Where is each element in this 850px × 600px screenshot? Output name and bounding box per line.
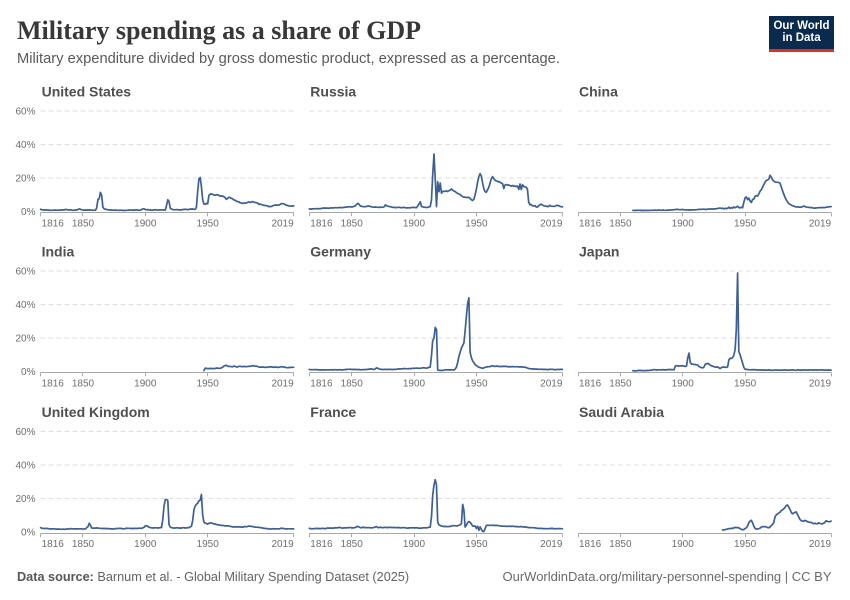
- svg-text:China: China: [579, 84, 618, 100]
- svg-text:1950: 1950: [197, 539, 220, 550]
- svg-text:France: France: [310, 404, 356, 420]
- svg-text:1900: 1900: [672, 379, 695, 390]
- svg-text:1900: 1900: [134, 219, 157, 230]
- svg-text:1850: 1850: [341, 379, 364, 390]
- svg-text:1900: 1900: [134, 539, 157, 550]
- svg-text:2019: 2019: [809, 539, 832, 550]
- svg-text:2019: 2019: [540, 219, 563, 230]
- svg-text:1850: 1850: [72, 539, 95, 550]
- svg-text:Saudi Arabia: Saudi Arabia: [579, 404, 664, 420]
- svg-text:1900: 1900: [403, 539, 426, 550]
- svg-text:0%: 0%: [21, 207, 36, 218]
- svg-text:1816: 1816: [579, 219, 602, 230]
- svg-text:1850: 1850: [72, 219, 95, 230]
- svg-text:United States: United States: [42, 84, 132, 100]
- svg-text:1816: 1816: [42, 219, 65, 230]
- svg-text:1900: 1900: [672, 219, 695, 230]
- svg-text:2019: 2019: [540, 539, 563, 550]
- svg-text:Russia: Russia: [310, 84, 356, 100]
- svg-text:40%: 40%: [15, 140, 35, 151]
- svg-text:1816: 1816: [310, 379, 333, 390]
- svg-text:1950: 1950: [734, 539, 757, 550]
- svg-text:1816: 1816: [310, 539, 333, 550]
- svg-text:1950: 1950: [734, 379, 757, 390]
- svg-text:60%: 60%: [15, 427, 35, 438]
- svg-text:2019: 2019: [809, 219, 832, 230]
- svg-text:1850: 1850: [341, 539, 364, 550]
- svg-text:1950: 1950: [197, 379, 220, 390]
- svg-text:60%: 60%: [15, 107, 35, 118]
- svg-text:60%: 60%: [15, 267, 35, 278]
- svg-text:2019: 2019: [271, 379, 294, 390]
- svg-text:0%: 0%: [21, 528, 36, 539]
- svg-text:1816: 1816: [42, 379, 65, 390]
- svg-text:1950: 1950: [465, 379, 488, 390]
- svg-text:2019: 2019: [809, 379, 832, 390]
- svg-text:1950: 1950: [465, 219, 488, 230]
- svg-text:2019: 2019: [540, 379, 563, 390]
- svg-text:1950: 1950: [465, 539, 488, 550]
- svg-text:2019: 2019: [271, 539, 294, 550]
- svg-text:1850: 1850: [72, 379, 95, 390]
- svg-text:1900: 1900: [672, 539, 695, 550]
- svg-text:20%: 20%: [15, 494, 35, 505]
- svg-text:40%: 40%: [15, 300, 35, 311]
- svg-text:1900: 1900: [134, 379, 157, 390]
- svg-text:1850: 1850: [341, 219, 364, 230]
- svg-text:1816: 1816: [42, 539, 65, 550]
- svg-text:1816: 1816: [310, 219, 333, 230]
- svg-text:India: India: [42, 244, 75, 260]
- svg-text:1850: 1850: [609, 219, 632, 230]
- svg-text:1850: 1850: [609, 539, 632, 550]
- svg-text:0%: 0%: [21, 367, 36, 378]
- svg-text:1816: 1816: [579, 539, 602, 550]
- svg-text:1816: 1816: [579, 379, 602, 390]
- svg-text:1950: 1950: [197, 219, 220, 230]
- svg-text:2019: 2019: [271, 219, 294, 230]
- svg-text:1900: 1900: [403, 219, 426, 230]
- svg-text:Japan: Japan: [579, 244, 619, 260]
- svg-text:20%: 20%: [15, 174, 35, 185]
- svg-text:1950: 1950: [734, 219, 757, 230]
- svg-text:1900: 1900: [403, 379, 426, 390]
- svg-text:40%: 40%: [15, 461, 35, 472]
- svg-text:United Kingdom: United Kingdom: [42, 404, 150, 420]
- svg-text:Germany: Germany: [310, 244, 371, 260]
- svg-text:1850: 1850: [609, 379, 632, 390]
- svg-text:20%: 20%: [15, 334, 35, 345]
